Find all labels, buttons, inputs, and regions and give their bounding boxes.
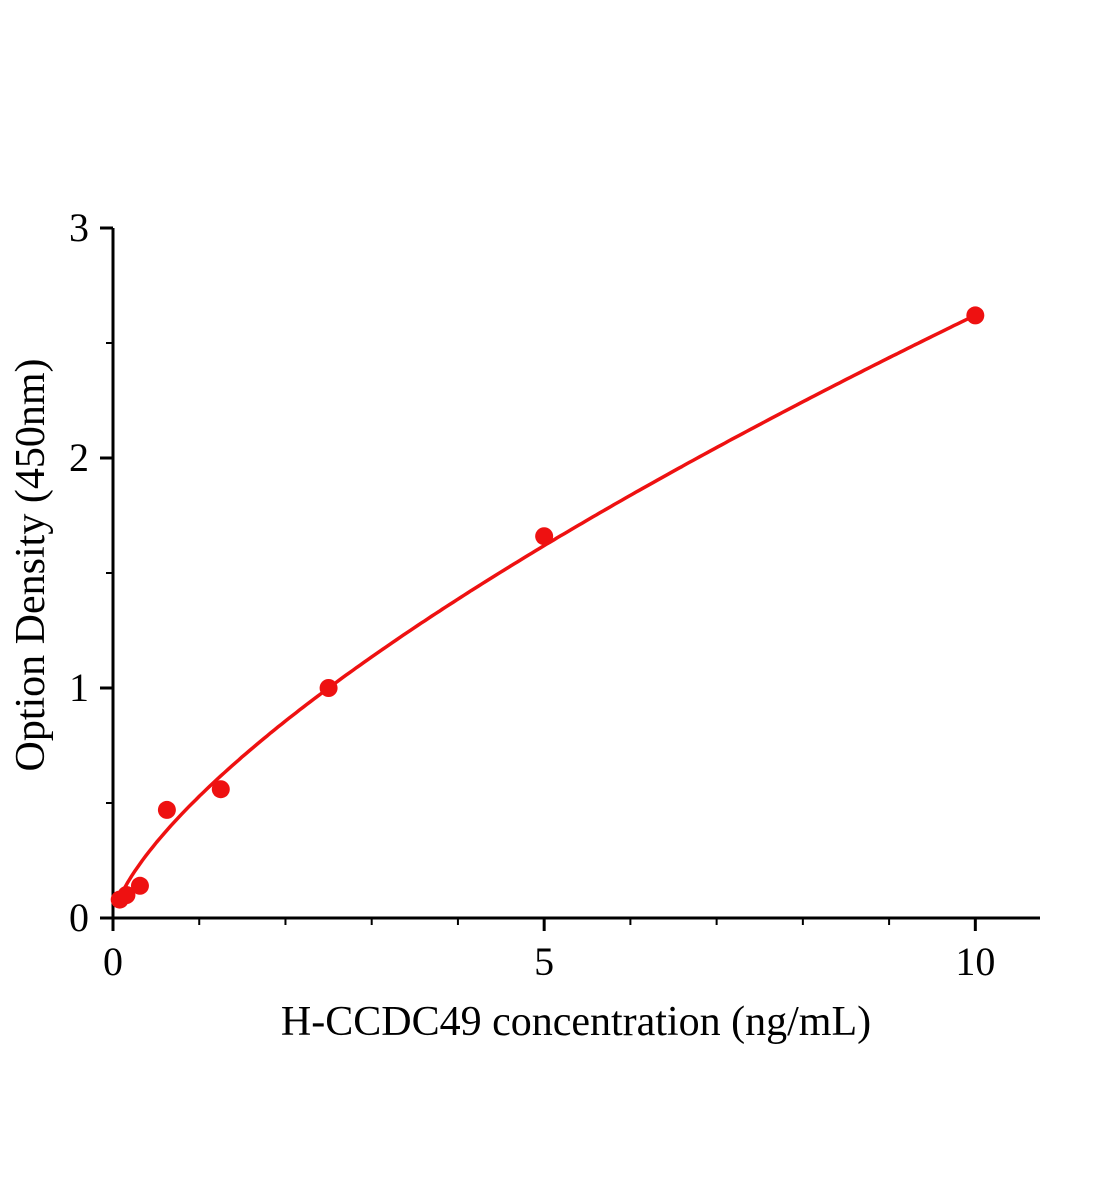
data-point	[211, 780, 230, 799]
data-point	[319, 679, 338, 697]
y-tick-label: 0	[69, 895, 89, 940]
y-tick-label: 2	[69, 435, 89, 480]
x-tick-label: 5	[534, 939, 554, 984]
y-tick-label: 1	[69, 665, 89, 710]
y-tick-label: 3	[69, 205, 89, 250]
data-point	[130, 876, 149, 895]
y-axis-title: Option Density (450nm)	[8, 359, 54, 772]
x-tick-label: 0	[103, 939, 123, 984]
x-axis-title: H-CCDC49 concentration (ng/mL)	[281, 999, 871, 1045]
data-point	[157, 800, 176, 819]
data-point	[966, 306, 985, 325]
chart-plot-area: 0 5 10 0 1 2 3	[69, 205, 1040, 984]
fit-curve	[115, 313, 978, 905]
data-point	[117, 886, 136, 904]
data-point	[535, 527, 554, 546]
x-tick-label: 10	[955, 939, 995, 984]
